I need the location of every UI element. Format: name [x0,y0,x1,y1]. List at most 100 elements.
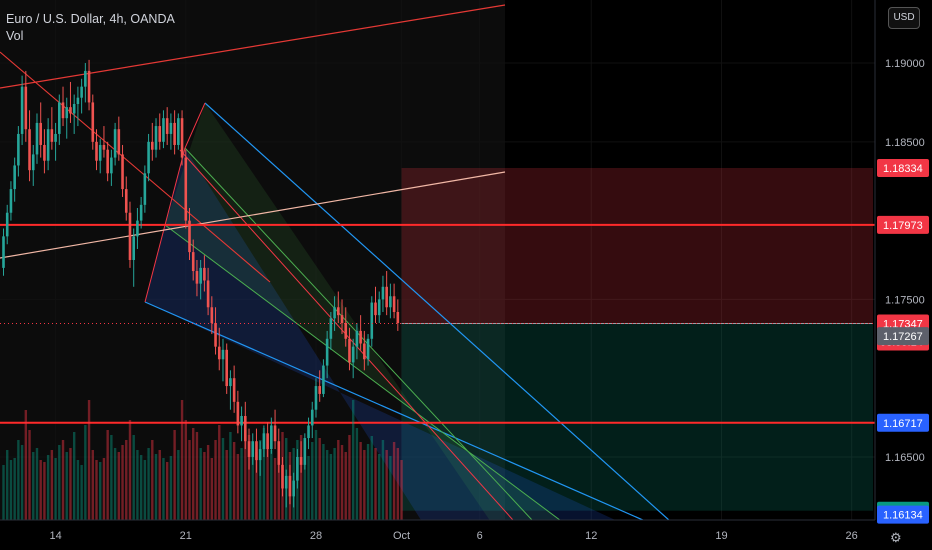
candle [46,118,50,171]
candle [184,149,188,229]
candle-body [61,102,65,119]
candle-body [173,122,176,145]
candle [50,107,54,150]
volume-bar [54,458,57,520]
candle-body [377,299,381,316]
candle-body [351,346,355,363]
candle-body [344,323,348,339]
candle [348,327,351,371]
candle [344,307,348,347]
volume-bar [169,456,173,520]
candle-body [50,129,54,142]
gear-icon[interactable]: ⚙ [890,530,902,545]
volume-bar [303,450,307,520]
pitchfork-upper-line [204,102,681,531]
candle-body [392,296,396,312]
candle [98,138,102,174]
candle [244,401,247,450]
volume-bar [329,454,333,520]
candle [281,456,284,497]
candle-body [370,302,374,339]
candle-body [299,456,303,465]
time-tick-label: 28 [310,530,322,542]
volume-bar [173,430,176,520]
candle-body [80,86,83,98]
volume-bar [273,458,277,520]
candle [54,122,57,161]
candle-body [35,122,39,155]
time-tick-label: 21 [180,530,192,542]
candle [284,469,288,508]
candle-body [128,212,132,260]
candle [106,141,109,182]
candle [236,390,240,434]
volume-bar [311,442,314,520]
candle-body [188,220,191,253]
candle [173,110,176,155]
volume-bar [132,435,135,520]
candle [329,312,333,350]
candle-body [214,323,217,347]
time-tick-label: 26 [846,530,858,542]
candle-body [54,133,57,142]
position-stop-zone [401,167,873,324]
volume-bar [363,450,366,520]
candle-body [147,141,150,174]
trend-line-lower [0,171,506,259]
volume-bar [392,442,396,520]
volume-bar [225,450,228,520]
candle [191,239,195,281]
candle-body [91,102,95,142]
volume-bar [35,448,39,520]
candle-body [143,173,147,205]
volume-bar [65,452,68,520]
candle-body [154,126,158,150]
candle-body [329,318,333,339]
candle [84,63,87,103]
volume-label: Vol [6,29,24,43]
candle-body [39,122,42,145]
candle [337,291,340,324]
candle-body [72,104,76,114]
candle [72,94,76,134]
time-tick-label: 19 [715,530,727,542]
volume-bar [50,450,54,520]
candle-body [169,122,173,134]
candle-body [165,118,169,134]
volume-bar [151,440,154,520]
volume-bar [396,448,400,520]
candle [307,417,310,450]
candle [385,271,388,316]
volume-bar [258,440,262,520]
volume-bar [370,436,373,520]
volume-bar [314,430,318,520]
candle [232,365,236,413]
price-badge-label: 1.17267 [883,331,923,343]
price-tick-label: 1.17500 [885,294,925,306]
volume-bar [244,430,247,520]
pitchfork-handle [144,102,206,303]
volume-bar [240,448,243,520]
candle [43,129,46,174]
candle [381,275,385,312]
candle [366,334,370,366]
candle [310,401,314,439]
volume-bar [184,420,187,520]
candle [158,113,162,150]
volume-bar [13,458,16,520]
candle [61,86,65,127]
candle-body [236,401,240,426]
candle-body [348,338,351,363]
candle [359,315,362,350]
volume-bar [72,432,76,520]
candle-body [98,144,102,161]
candle [221,338,225,382]
price-badge-box [877,158,929,177]
volume-bar [20,445,24,520]
time-tick-label: Oct [393,530,410,542]
volume-bar [165,462,169,520]
candle [58,94,61,145]
currency-button[interactable]: USD [888,7,920,29]
